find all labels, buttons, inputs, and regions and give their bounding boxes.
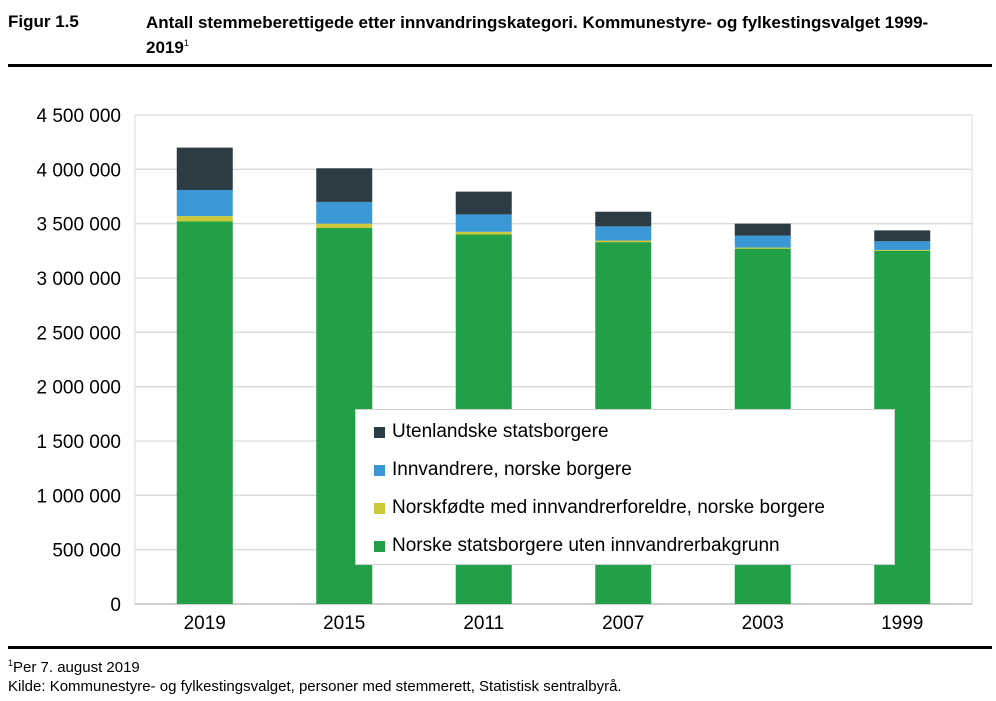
- legend-label: Norske statsborgere uten innvandrerbakgr…: [392, 535, 780, 556]
- y-tick-label: 500 000: [52, 541, 121, 562]
- bar-segment-1999-series-1: [874, 249, 931, 251]
- bar-segment-2003-series-2: [734, 235, 791, 248]
- bar-segment-2019-series-3: [176, 147, 233, 190]
- bar-segment-2007-series-1: [595, 240, 652, 243]
- x-tick-label: 2003: [742, 613, 784, 634]
- y-tick-label: 2 000 000: [36, 378, 121, 399]
- bar-segment-2019-series-2: [176, 189, 233, 217]
- figure-title-text: Antall stemmeberettigede etter innvandri…: [146, 13, 929, 57]
- x-tick-label: 2007: [602, 613, 644, 634]
- bar-segment-2003-series-3: [734, 223, 791, 236]
- y-tick-label: 1 500 000: [36, 432, 121, 453]
- legend-swatch: [374, 540, 385, 552]
- bar-segment-2015-series-3: [316, 168, 373, 202]
- figure-label: Figur 1.5: [8, 12, 79, 31]
- legend-item: Norskfødte med innvandrerforeldre, norsk…: [374, 496, 825, 520]
- header-rule: [8, 64, 992, 67]
- bar-segment-1999-series-3: [874, 230, 931, 242]
- x-tick-label: 1999: [881, 613, 923, 634]
- y-tick-label: 1 000 000: [36, 486, 121, 507]
- bar-segment-2019-series-1: [176, 216, 233, 222]
- figure-title: Antall stemmeberettigede etter innvandri…: [146, 12, 966, 58]
- footnote-text: Per 7. august 2019: [13, 659, 140, 676]
- y-tick-label: 4 500 000: [36, 106, 121, 127]
- figure-title-footnote-mark: 1: [183, 38, 189, 48]
- x-tick-label: 2019: [184, 613, 226, 634]
- source-note: Kilde: Kommunestyre- og fylkestingsvalge…: [8, 678, 622, 695]
- x-tick-label: 2015: [323, 613, 365, 634]
- chart-legend: Utenlandske statsborgere Innvandrere, nor…: [355, 409, 895, 565]
- bar-segment-2011-series-1: [455, 231, 512, 235]
- y-tick-label: 0: [110, 595, 121, 616]
- bar-segment-2007-series-2: [595, 226, 652, 241]
- bar-segment-2007-series-3: [595, 211, 652, 227]
- bar-segment-2011-series-3: [455, 191, 512, 215]
- y-tick-label: 4 000 000: [36, 160, 121, 181]
- bar-segment-2019-series-0: [176, 221, 233, 604]
- bar-segment-1999-series-2: [874, 241, 931, 250]
- legend-swatch: [374, 464, 385, 476]
- y-tick-label: 3 000 000: [36, 269, 121, 290]
- legend-item: Innvandrere, norske borgere: [374, 458, 632, 482]
- bar-segment-2015-series-2: [316, 201, 373, 224]
- legend-label: Norskfødte med innvandrerforeldre, norsk…: [392, 497, 825, 518]
- legend-swatch: [374, 502, 385, 514]
- x-tick-label: 2011: [463, 613, 504, 634]
- footer-rule: [8, 646, 992, 649]
- footnote-mark: 1: [8, 658, 14, 668]
- legend-label: Utenlandske statsborgere: [392, 421, 609, 442]
- legend-item: Utenlandske statsborgere: [374, 420, 609, 444]
- y-tick-label: 3 500 000: [36, 215, 121, 236]
- legend-label: Innvandrere, norske borgere: [392, 459, 632, 480]
- footnote: 1Per 7. august 2019: [8, 654, 140, 677]
- legend-swatch: [374, 426, 385, 438]
- bar-segment-2011-series-2: [455, 214, 512, 232]
- y-tick-label: 2 500 000: [36, 323, 121, 344]
- figure-header: Figur 1.5 Antall stemmeberettigede etter…: [8, 8, 992, 66]
- bar-segment-2015-series-1: [316, 223, 373, 229]
- bar-segment-2003-series-1: [734, 247, 791, 249]
- legend-item: Norske statsborgere uten innvandrerbakgr…: [374, 534, 780, 558]
